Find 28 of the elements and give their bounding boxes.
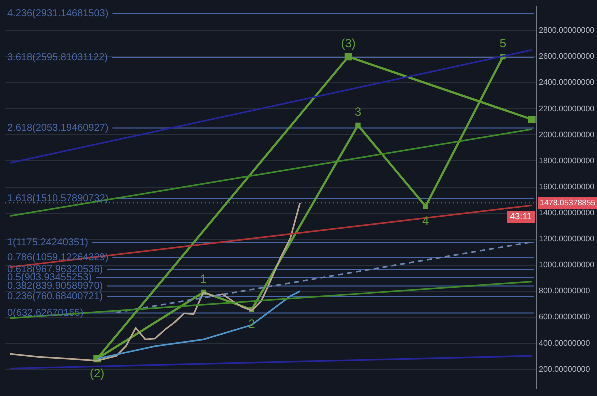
y-tick-label: 2800.00000000 [539,26,596,36]
y-tick-label: 1400.00000000 [539,208,596,218]
y-tick-label: 1800.00000000 [539,156,596,166]
y-tick-label: 2000.00000000 [539,130,596,140]
ref-line-label: 0.382(839.90589970) [8,281,104,292]
ref-line-label: 0.236(760.68400721) [8,291,104,302]
ref-line-label: 1(1175.24240351) [8,237,88,248]
ref-line-label: 1478.05378855 [540,198,596,208]
annotation: 43:11 [510,212,532,222]
ref-line-label: 3.618(2595.81031122) [8,52,108,64]
y-tick-label: 2400.00000000 [539,78,596,88]
y-tick-label: 1000.00000000 [539,260,596,270]
y-tick-label: 200.00000000 [539,364,591,374]
ref-line-label: 0.618(967.96320536) [8,264,104,276]
annotation: (2) [90,366,105,380]
annotation: (3) [341,36,356,50]
y-tick-label: 400.00000000 [539,338,591,348]
annotation: 3 [354,104,362,119]
y-tick-label: 2600.00000000 [539,52,596,62]
ref-line-label: 1.618(1510.57890732) [8,194,109,205]
ref-line-label: 4.236(2931.14681503) [8,8,109,20]
annotation: 5 [500,36,507,50]
y-tick-label: 1600.00000000 [539,182,596,192]
y-tick-label: 600.00000000 [539,312,591,322]
y-tick-label: 1200.00000000 [539,234,596,244]
ref-line-label: 2.618(2053.19460927) [8,122,109,134]
y-tick-label: 800.00000000 [539,286,591,296]
y-tick-label: 2200.00000000 [539,104,596,114]
